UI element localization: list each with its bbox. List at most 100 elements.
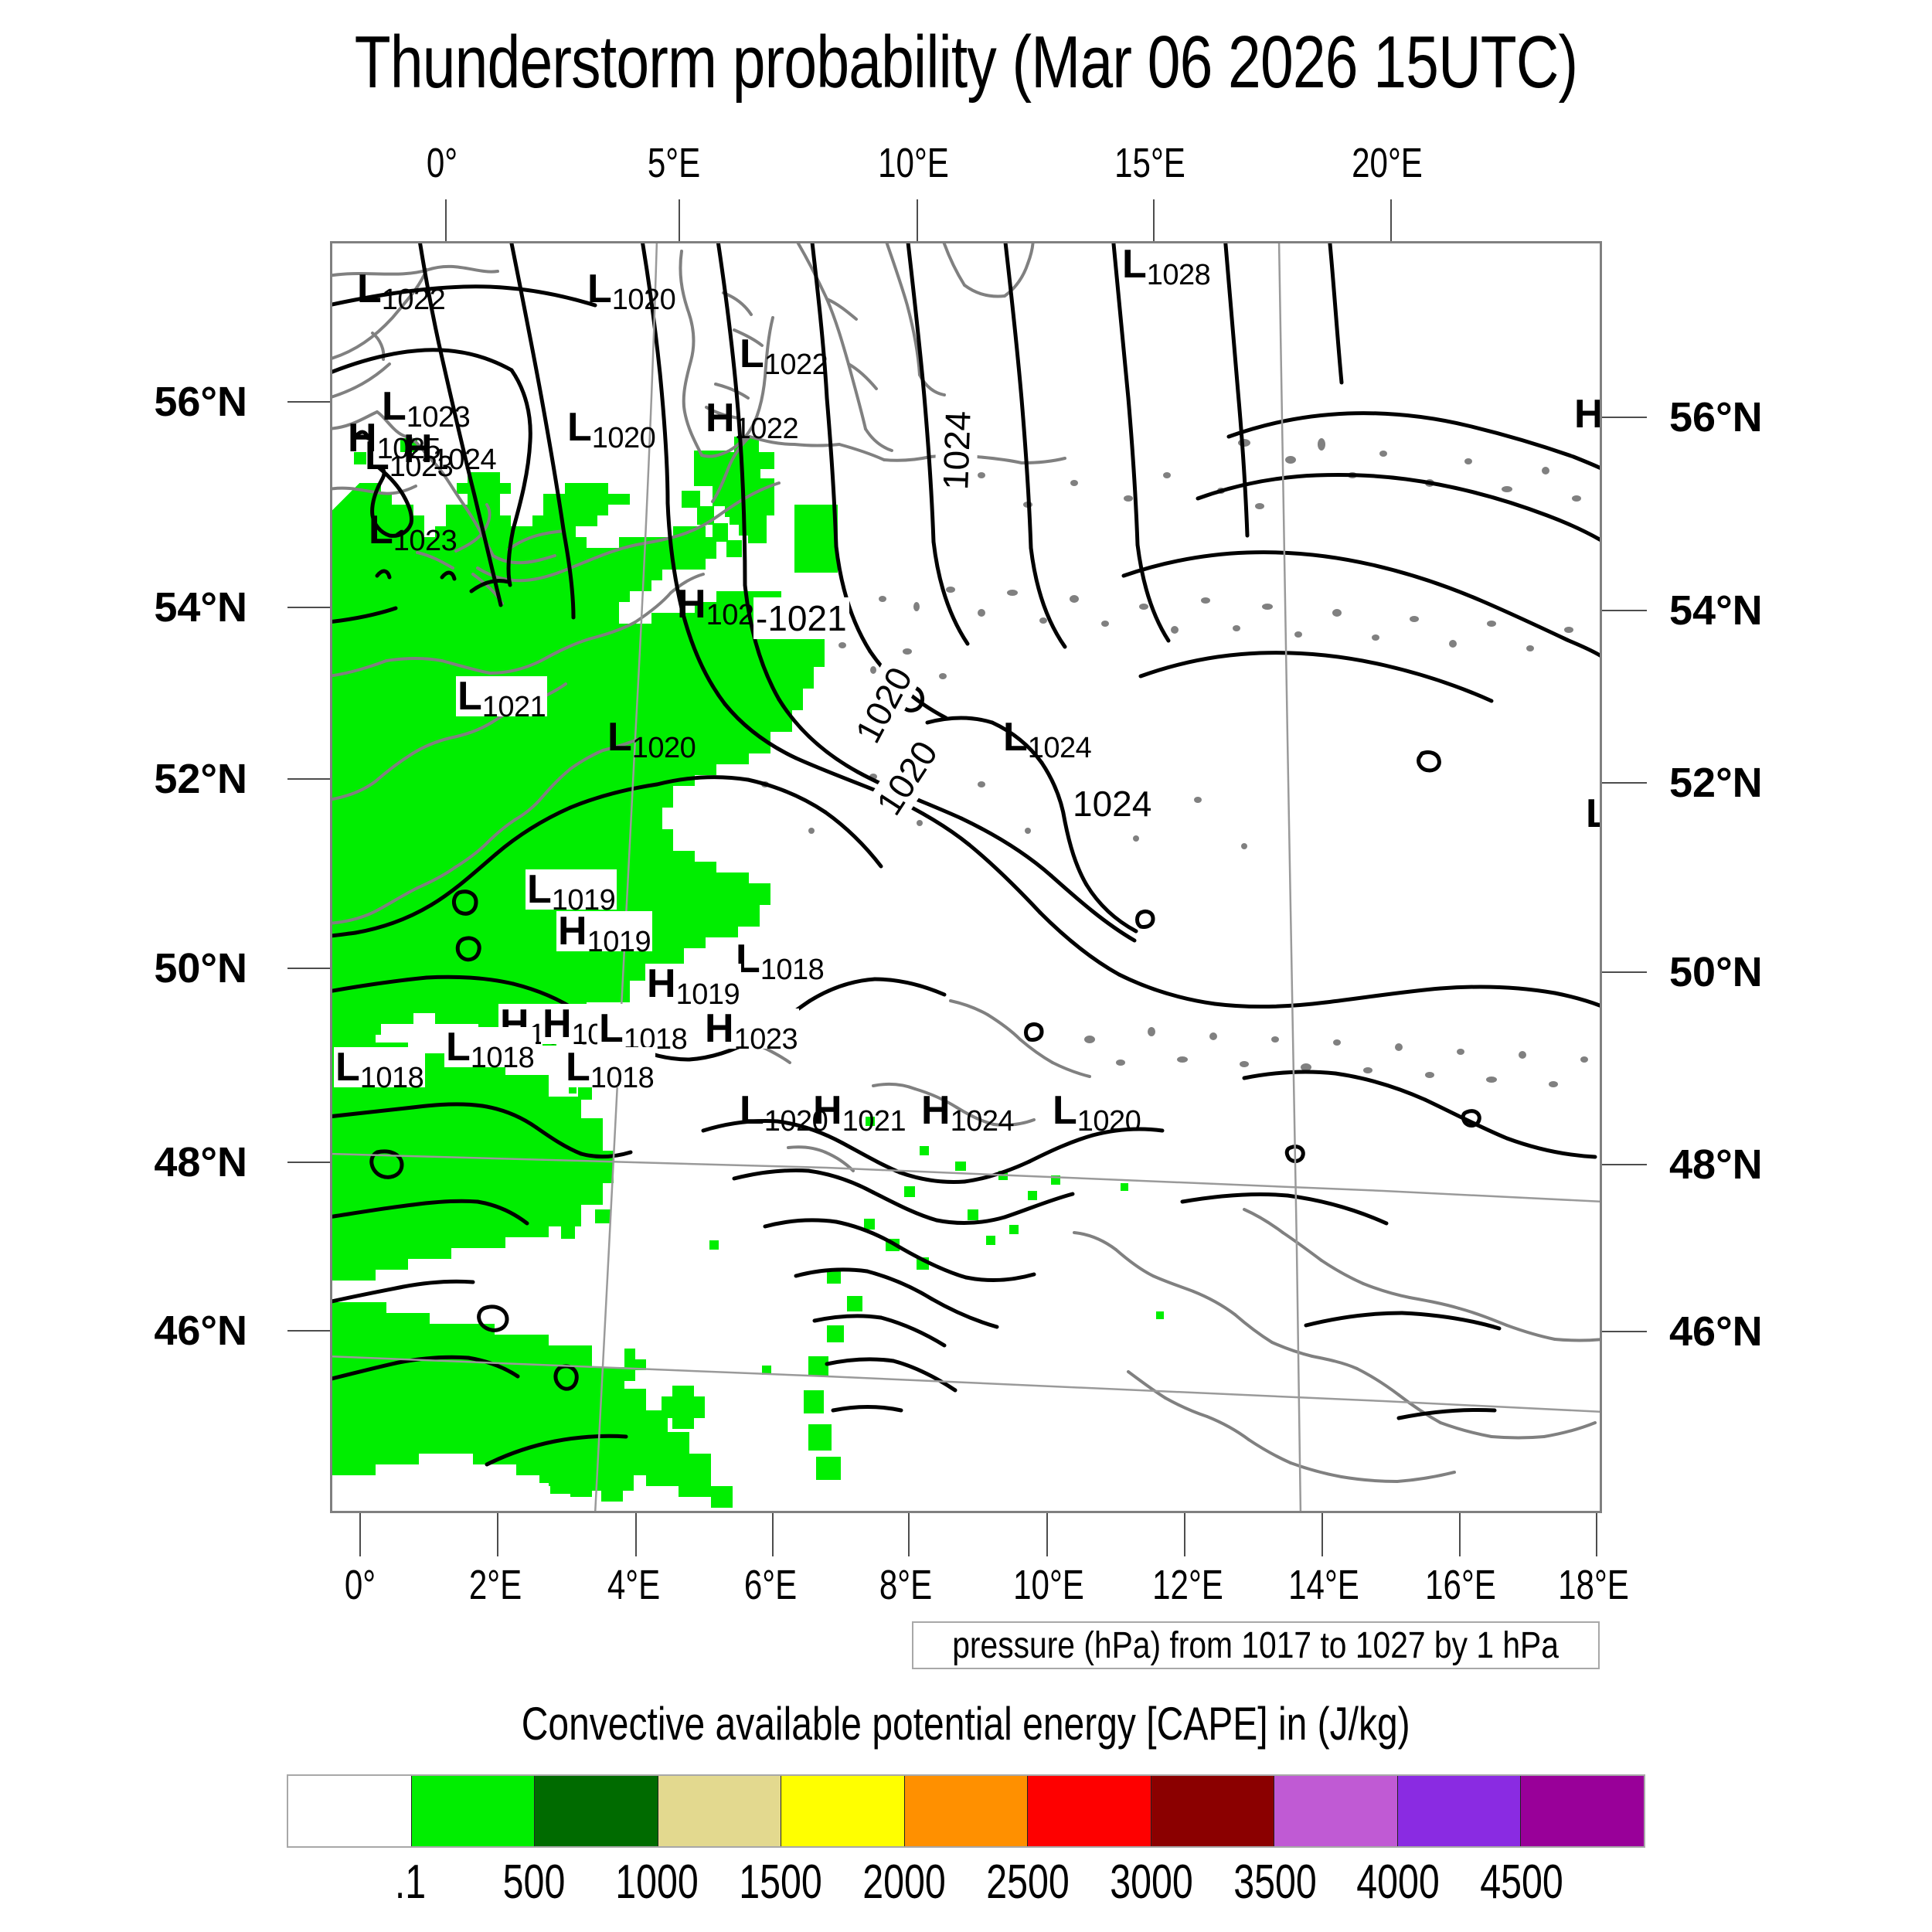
- cape-caption: Convective available potential energy [C…: [0, 1697, 1932, 1750]
- pressure-marker-type: L: [382, 384, 406, 429]
- pressure-marker-type: L: [1122, 243, 1147, 287]
- right-tickmark: [1602, 971, 1647, 973]
- pressure-marker-value: 1020: [764, 1105, 828, 1138]
- bottom-tick-label: 14°E: [1288, 1562, 1359, 1608]
- right-tick-label: 46°N: [1669, 1308, 1763, 1355]
- cape-colorbar-ticks: .1 500 1000 1500 2000 2500 3000 3500 4000 4500: [287, 1855, 1645, 1917]
- colorbar-tick-label: 2500: [986, 1855, 1070, 1909]
- left-tick-label: 48°N: [154, 1139, 247, 1185]
- pressure-marker-type: H: [403, 427, 433, 471]
- pressure-marker-value: 1021: [481, 691, 546, 723]
- bottom-tick-label: 16°E: [1425, 1562, 1496, 1608]
- right-tick-label: 48°N: [1669, 1141, 1763, 1188]
- pressure-marker-l: L1018: [597, 1006, 689, 1054]
- bottom-tick-label: 0°: [344, 1562, 376, 1608]
- pressure-marker-type: L: [1586, 791, 1600, 836]
- colorbar-cell[interactable]: [781, 1776, 905, 1846]
- pressure-marker-type: L: [357, 267, 382, 311]
- colorbar-cell[interactable]: [288, 1776, 412, 1846]
- page-title: Thunderstorm probability (Mar 06 2026 15…: [354, 21, 1578, 104]
- colorbar-cell[interactable]: [411, 1776, 536, 1846]
- colorbar-cell[interactable]: [658, 1776, 782, 1846]
- colorbar-cell[interactable]: [1028, 1776, 1151, 1846]
- colorbar-cell[interactable]: [1274, 1776, 1398, 1846]
- pressure-marker-h: H1022: [704, 396, 800, 444]
- pressure-marker-type: L: [599, 1006, 624, 1051]
- pressure-marker-type: L: [1053, 1088, 1077, 1133]
- pressure-marker-value: 1023: [393, 525, 457, 557]
- pressure-marker-type: H: [647, 961, 676, 1006]
- pressure-marker-type: L: [527, 867, 552, 912]
- pressure-marker-type: H: [543, 1002, 572, 1046]
- top-tick-label: 0°: [426, 140, 458, 186]
- pressure-marker-type: H: [813, 1088, 842, 1133]
- colorbar-tick-label: 1500: [739, 1855, 823, 1909]
- colorbar-tick-label: 500: [502, 1855, 565, 1909]
- pressure-marker-l: L1023: [380, 384, 471, 432]
- pressure-marker-type: H: [1574, 392, 1600, 437]
- colorbar-cell[interactable]: [1521, 1776, 1645, 1846]
- pressure-marker-h: H1024: [920, 1088, 1015, 1136]
- pressure-marker-value: 1022: [381, 284, 446, 316]
- bottom-tickmark: [1459, 1513, 1461, 1556]
- pressure-marker-l: L1028: [1121, 243, 1212, 290]
- colorbar-cell[interactable]: [1397, 1776, 1522, 1846]
- pressure-marker-h: H1023: [703, 1009, 800, 1054]
- contour-value-label: 1024: [934, 407, 979, 493]
- pressure-marker-l: L1018: [444, 1027, 536, 1073]
- colorbar-tick-label: 4000: [1356, 1855, 1440, 1909]
- pressure-marker-value: 1025: [376, 433, 441, 465]
- left-tickmark: [287, 401, 332, 403]
- pressure-legend-box: pressure (hPa) from 1017 to 1027 by 1 hP…: [912, 1621, 1600, 1669]
- pressure-marker-value: 1023: [389, 451, 454, 483]
- colorbar-cell[interactable]: [535, 1776, 658, 1846]
- pressure-marker-h: H1021: [811, 1088, 907, 1136]
- pressure-marker-h: H1024: [402, 427, 498, 474]
- pressure-marker-l: L1020: [738, 1090, 829, 1136]
- pressure-marker-type: H: [706, 396, 735, 440]
- top-tick-label: 20°E: [1352, 140, 1423, 186]
- left-tick-label: 52°N: [154, 756, 247, 802]
- pressure-marker-value: 1018: [760, 954, 825, 986]
- weather-map[interactable]: L1022 L1020 L1028 L1022 L1020 L1023 H1025 H1024…: [330, 241, 1602, 1513]
- pressure-marker-type: H: [348, 416, 377, 461]
- bottom-tick-label: 18°E: [1558, 1562, 1629, 1608]
- pressure-marker-value: 1020: [631, 732, 696, 764]
- bottom-tickmark: [1046, 1513, 1048, 1556]
- top-tickmark: [445, 199, 447, 241]
- pressure-marker-l: L1019: [526, 867, 617, 915]
- colorbar-cell[interactable]: [1151, 1776, 1275, 1846]
- top-tick-label: 5°E: [647, 140, 701, 186]
- bottom-tick-label: 12°E: [1152, 1562, 1223, 1608]
- right-tickmark: [1602, 1331, 1647, 1332]
- pressure-marker-l: L1023: [367, 508, 458, 556]
- top-tickmark: [917, 199, 918, 241]
- colorbar-tick-label: 4500: [1480, 1855, 1563, 1909]
- pressure-marker-l: L1024: [1002, 717, 1093, 763]
- pressure-marker-type: L: [369, 508, 393, 553]
- pressure-marker-value: 1024: [1027, 732, 1092, 764]
- pressure-marker-value: 1019: [675, 978, 740, 1011]
- colorbar-cell[interactable]: [904, 1776, 1029, 1846]
- pressure-marker-type: L: [335, 1045, 360, 1090]
- pressure-marker-h: H1025: [346, 416, 442, 464]
- pressure-marker-value: 1023: [733, 1023, 798, 1056]
- pressure-marker-h: H1019: [556, 911, 653, 957]
- pressure-marker-l: L1018: [734, 939, 826, 985]
- top-tick-label: 15°E: [1114, 140, 1185, 186]
- left-tick-label: 56°N: [154, 379, 247, 425]
- left-tickmark: [287, 1162, 332, 1163]
- right-tickmark: [1602, 610, 1647, 611]
- bottom-tick-label: 8°E: [879, 1562, 933, 1608]
- right-tick-label: 52°N: [1669, 760, 1763, 806]
- pressure-marker-value: 1023: [406, 401, 471, 434]
- bottom-tickmark: [497, 1513, 498, 1556]
- pressure-marker-type: H: [921, 1088, 951, 1133]
- pressure-marker-value: 1021: [842, 1105, 906, 1138]
- pressure-marker-l: L1020: [566, 407, 657, 453]
- bottom-tickmark: [359, 1513, 361, 1556]
- top-tickmark: [1390, 199, 1392, 241]
- cape-colorbar[interactable]: [287, 1774, 1645, 1848]
- pressure-legend-text: pressure (hPa) from 1017 to 1027 by 1 hP…: [952, 1624, 1560, 1666]
- pressure-marker-value: 1018: [470, 1042, 535, 1074]
